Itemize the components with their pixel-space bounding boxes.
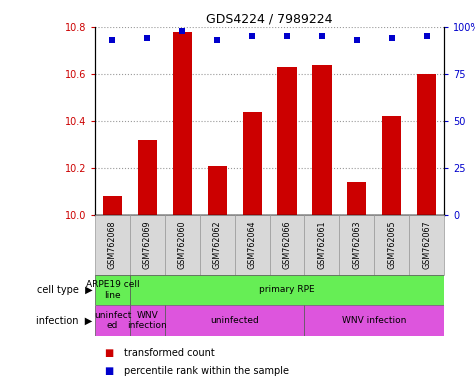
Text: GSM762064: GSM762064	[247, 220, 257, 269]
Bar	[173, 31, 192, 215]
Bar	[200, 215, 235, 275]
Bar	[165, 215, 200, 275]
Bar	[382, 116, 401, 215]
Text: transformed count: transformed count	[124, 348, 214, 358]
Text: uninfected: uninfected	[210, 316, 259, 325]
Bar	[165, 305, 304, 336]
Text: primary RPE: primary RPE	[259, 285, 315, 295]
Bar	[103, 196, 122, 215]
Text: cell type  ▶: cell type ▶	[37, 285, 93, 295]
Text: WNV infection: WNV infection	[342, 316, 407, 325]
Text: WNV
infection: WNV infection	[127, 311, 167, 330]
Text: GSM762068: GSM762068	[108, 220, 117, 269]
Text: GSM762061: GSM762061	[317, 220, 326, 269]
Point	[388, 35, 396, 41]
Bar	[409, 215, 444, 275]
Text: ■: ■	[104, 348, 114, 358]
Bar	[304, 215, 340, 275]
Point	[423, 33, 430, 40]
Text: GSM762069: GSM762069	[143, 220, 152, 269]
Bar	[374, 215, 409, 275]
Point	[353, 37, 361, 43]
Text: GSM762067: GSM762067	[422, 220, 431, 269]
Point	[283, 33, 291, 40]
Bar	[235, 215, 270, 275]
Bar	[130, 305, 165, 336]
Text: GSM762062: GSM762062	[213, 220, 222, 269]
Bar	[208, 166, 227, 215]
Text: uninfect
ed: uninfect ed	[94, 311, 131, 330]
Bar	[95, 275, 130, 305]
Title: GDS4224 / 7989224: GDS4224 / 7989224	[206, 13, 333, 26]
Text: ■: ■	[104, 366, 114, 376]
Bar	[304, 305, 444, 336]
Bar	[270, 215, 304, 275]
Bar	[313, 65, 332, 215]
Text: infection  ▶: infection ▶	[37, 316, 93, 326]
Bar	[95, 215, 130, 275]
Bar	[417, 74, 436, 215]
Bar	[277, 67, 296, 215]
Bar	[138, 140, 157, 215]
Point	[213, 37, 221, 43]
Point	[318, 33, 326, 40]
Text: GSM762066: GSM762066	[283, 220, 292, 269]
Text: ARPE19 cell
line: ARPE19 cell line	[86, 280, 139, 300]
Text: percentile rank within the sample: percentile rank within the sample	[124, 366, 288, 376]
Point	[143, 35, 151, 41]
Point	[179, 28, 186, 34]
Text: GSM762063: GSM762063	[352, 220, 361, 269]
Bar	[95, 305, 130, 336]
Text: GSM762060: GSM762060	[178, 220, 187, 269]
Bar	[347, 182, 366, 215]
Point	[109, 37, 116, 43]
Point	[248, 33, 256, 40]
Text: GSM762065: GSM762065	[387, 220, 396, 269]
Bar	[243, 112, 262, 215]
Bar	[130, 215, 165, 275]
Bar	[339, 215, 374, 275]
